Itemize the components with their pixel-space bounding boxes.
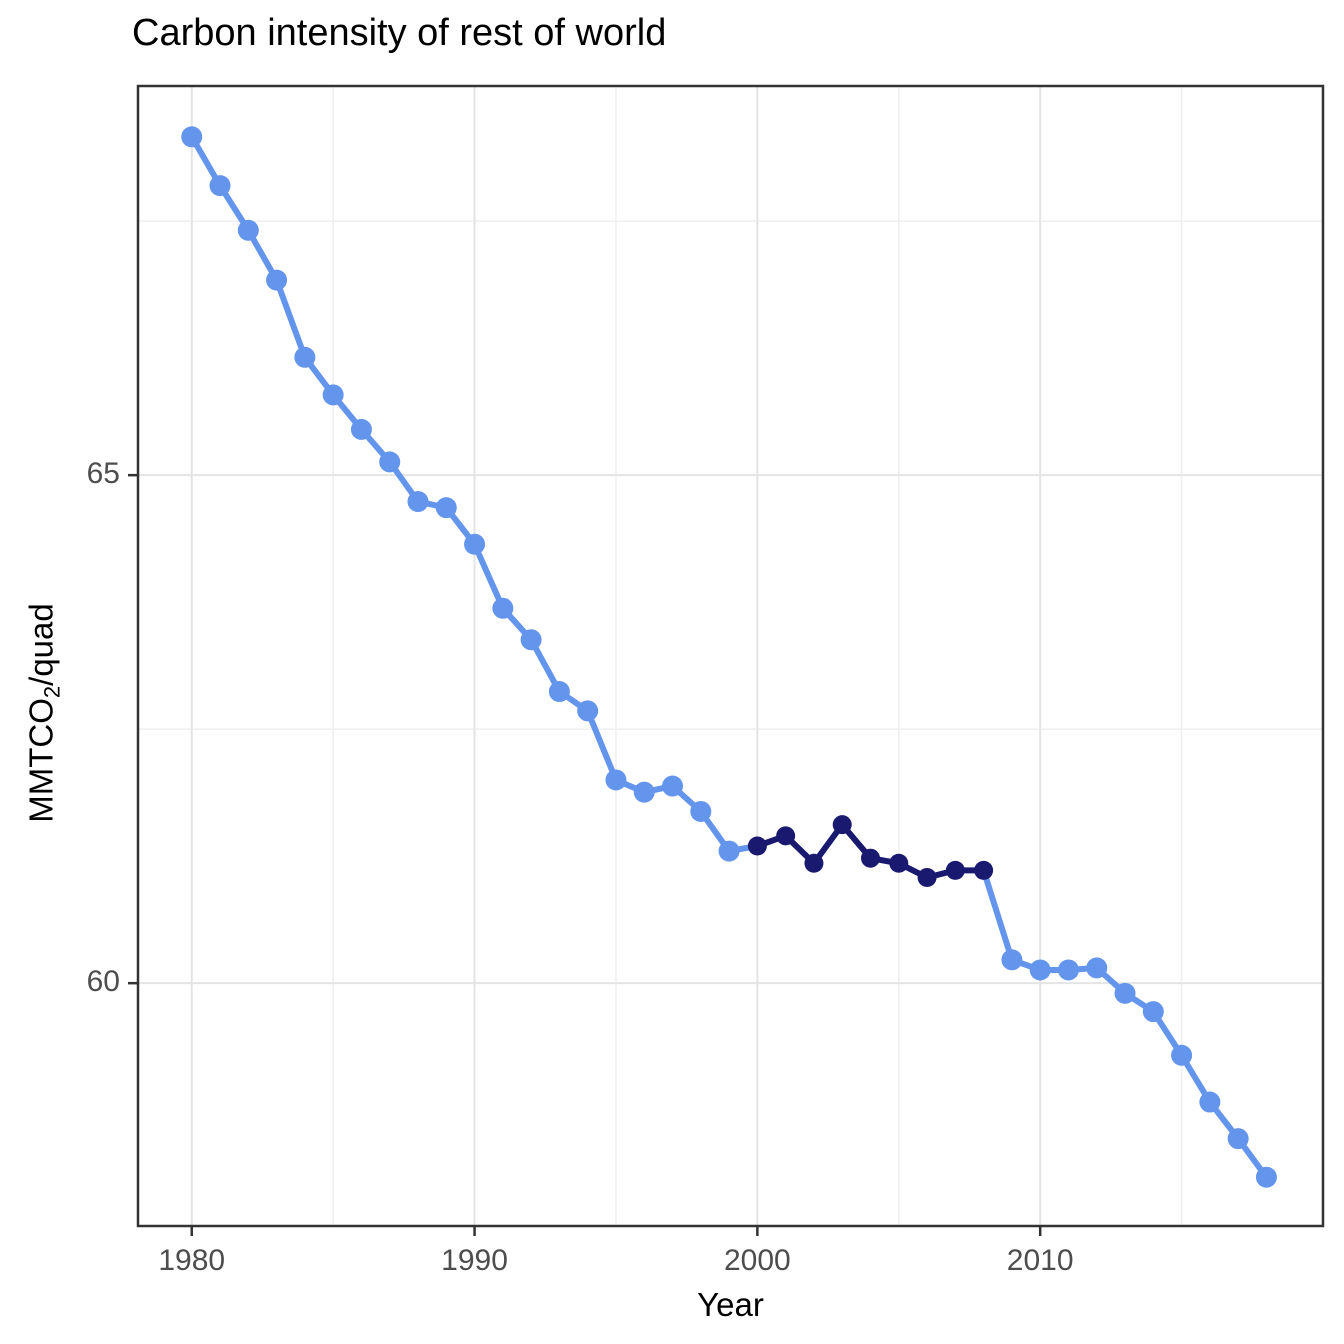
data-point — [804, 853, 824, 873]
data-point — [548, 681, 570, 703]
data-point — [832, 815, 852, 835]
x-axis-title: Year — [697, 1286, 764, 1323]
data-point — [294, 346, 316, 368]
data-point — [350, 418, 372, 440]
data-point — [747, 836, 767, 856]
data-point — [1114, 982, 1136, 1004]
data-point — [974, 860, 994, 880]
x-tick-label: 1980 — [158, 1244, 226, 1277]
data-point — [1057, 959, 1079, 981]
y-tick-label: 60 — [86, 965, 120, 999]
data-point — [1086, 957, 1108, 979]
data-point — [633, 781, 655, 803]
series-line-segment — [273, 277, 308, 361]
data-point — [577, 700, 599, 722]
data-point — [718, 840, 740, 862]
y-axis-title-rest: /quad — [22, 603, 60, 686]
series-line-segment — [584, 707, 619, 783]
data-point — [266, 269, 288, 291]
data-point — [889, 853, 909, 873]
y-axis-title-subscript: 2 — [39, 685, 65, 699]
data-point — [1142, 1001, 1164, 1023]
data-point — [209, 175, 231, 197]
data-point — [917, 867, 937, 887]
data-point — [464, 533, 486, 555]
x-tick-label: 1990 — [441, 1244, 508, 1277]
data-point — [492, 597, 514, 619]
data-point — [1199, 1091, 1221, 1113]
data-point — [860, 848, 880, 868]
data-point — [407, 491, 429, 513]
chart-title: Carbon intensity of rest of world — [132, 12, 667, 54]
data-point — [237, 219, 259, 241]
series-line-segment — [980, 867, 1015, 963]
x-tick-label: 2010 — [1006, 1244, 1074, 1277]
series-line-segment — [471, 541, 506, 612]
data-point — [1255, 1166, 1277, 1188]
data-point — [776, 826, 796, 846]
data-point — [435, 497, 457, 519]
y-axis-title: MMTCO2/quad — [23, 603, 66, 822]
y-tick-label: 65 — [86, 457, 120, 491]
data-point — [379, 451, 401, 473]
data-point — [181, 126, 203, 148]
y-axis-title-base: MMTCO — [22, 698, 60, 823]
data-point — [520, 629, 542, 651]
x-tick-label: 2000 — [723, 1244, 791, 1277]
panel-border — [136, 84, 1325, 1228]
data-point — [662, 775, 684, 797]
data-point — [1227, 1128, 1249, 1150]
data-point — [1001, 949, 1023, 971]
data-point — [1171, 1044, 1193, 1066]
data-point — [605, 769, 627, 791]
data-point — [690, 800, 712, 822]
data-point — [945, 860, 965, 880]
data-point — [1029, 959, 1051, 981]
data-point — [322, 384, 344, 406]
